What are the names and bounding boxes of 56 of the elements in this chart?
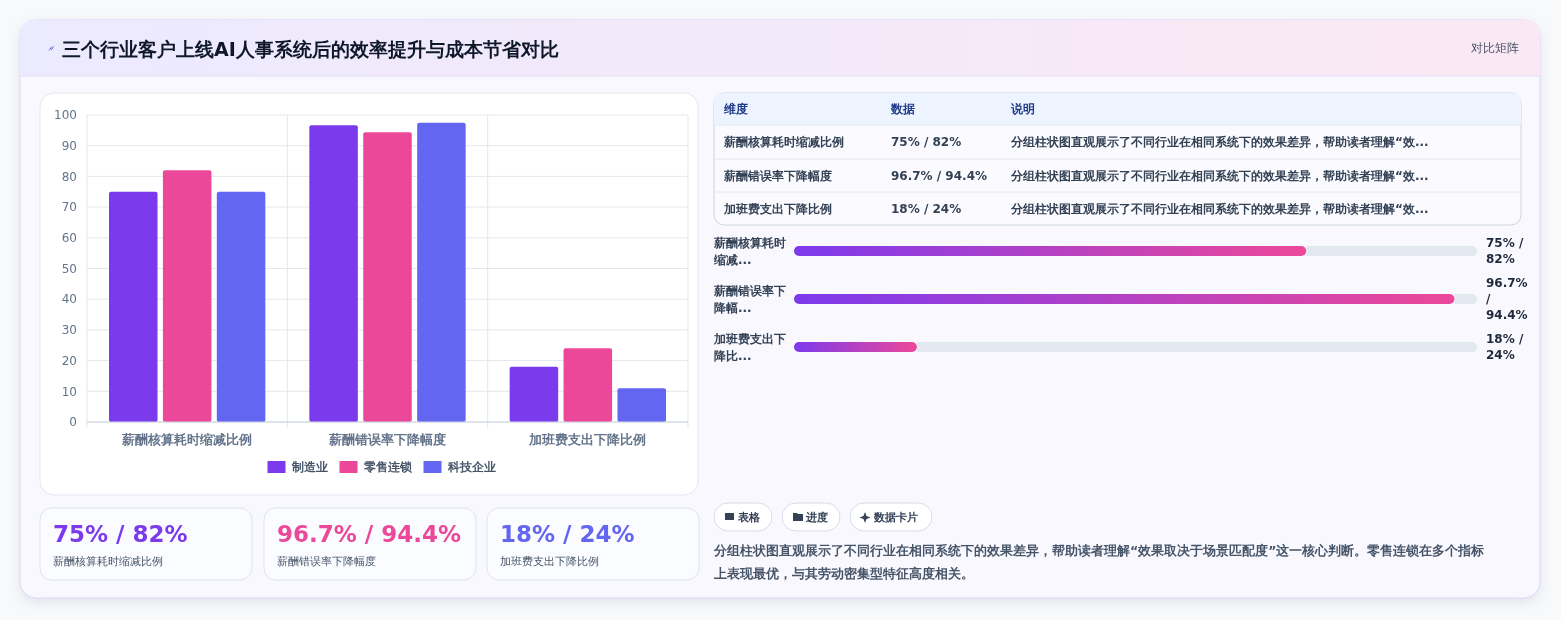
text: 薪酬错误率下降幅度 bbox=[723, 168, 832, 183]
x-tick-label: 加班费支出下降比例 bbox=[528, 432, 647, 447]
bar bbox=[109, 191, 158, 422]
y-tick-label: 70 bbox=[61, 200, 77, 215]
y-tick-label: 薪酬错误率下降幅... bbox=[713, 284, 786, 316]
bar bbox=[216, 191, 266, 422]
text: 说明 bbox=[1010, 102, 1035, 117]
text: 18% / 24% bbox=[891, 201, 962, 216]
text: 进度 bbox=[805, 510, 828, 524]
text: 数据 bbox=[890, 102, 915, 117]
y-tick-label: 50 bbox=[61, 261, 77, 276]
text: 薪酬错误率下降幅度 bbox=[277, 554, 376, 568]
y-tick-label: 40 bbox=[61, 292, 77, 307]
legend-label: 科技企业 bbox=[446, 460, 496, 475]
text: 薪酬核算耗时缩减比例 bbox=[53, 554, 163, 568]
text: 薪酬核算耗时缩减比例 bbox=[723, 135, 844, 150]
legend-label: 零售连锁 bbox=[362, 460, 413, 475]
y-tick-label: 30 bbox=[61, 323, 77, 338]
y-tick-label: 60 bbox=[61, 231, 77, 245]
y-tick-label: 10 bbox=[61, 384, 77, 399]
bar bbox=[309, 125, 358, 422]
x-tick-label: 薪酬核算耗时缩减比例 bbox=[121, 432, 253, 447]
text: 分组柱状图直观展示了不同行业在相同系统下的效果差异，帮助读者理解“效... bbox=[1010, 135, 1429, 150]
bar bbox=[563, 348, 613, 422]
text: 三个行业客户上线AI人事系统后的效率提升与成本节省对比 bbox=[62, 37, 559, 60]
y-tick-label: 加班费支出下降比... bbox=[713, 332, 786, 364]
y-tick-label: 20 bbox=[61, 353, 77, 368]
text: 75% / 82% bbox=[53, 521, 188, 548]
y-tick-label: 90 bbox=[61, 138, 77, 153]
y-tick-label: 薪酬核算耗时缩减... bbox=[713, 236, 786, 268]
text: 维度 bbox=[723, 102, 748, 117]
text: 加班费支出下降比例 bbox=[723, 201, 832, 216]
text: 96.7% / 94.4% bbox=[277, 521, 461, 548]
y-tick-label: 80 bbox=[61, 169, 77, 184]
bar bbox=[363, 132, 412, 422]
text: 分组柱状图直观展示了不同行业在相同系统下的效果差异，帮助读者理解“效... bbox=[1010, 201, 1429, 216]
text: 75% / 82% bbox=[891, 135, 962, 150]
bar bbox=[417, 122, 466, 422]
y-tick-label: 100 bbox=[54, 108, 77, 123]
bar bbox=[617, 388, 666, 422]
x-tick-label: 薪酬错误率下降幅度 bbox=[328, 432, 446, 447]
text: 数据卡片 bbox=[873, 510, 918, 524]
text: 表格 bbox=[737, 510, 761, 524]
legend-label: 制造业 bbox=[290, 460, 328, 475]
data-label: 96.7% / 94.4% bbox=[1486, 276, 1528, 323]
data-label: 75% / 82% bbox=[1486, 236, 1524, 267]
text: 18% / 24% bbox=[500, 521, 635, 548]
bar bbox=[162, 170, 212, 422]
text: 分组柱状图直观展示了不同行业在相同系统下的效果差异，帮助读者理解“效果取决于场景匹配度”这一核心判断。零售连锁在多个指标上表现最优，与其劳动密集型特征高度相关。 bbox=[713, 543, 1485, 582]
y-tick-label: 0 bbox=[69, 415, 77, 430]
text: 分组柱状图直观展示了不同行业在相同系统下的效果差异，帮助读者理解“效... bbox=[1010, 168, 1429, 183]
text: 96.7% / 94.4% bbox=[891, 168, 987, 183]
data-label: 18% / 24% bbox=[1486, 332, 1524, 363]
text: 加班费支出下降比例 bbox=[500, 554, 599, 568]
text: 对比矩阵 bbox=[1471, 41, 1519, 56]
bar bbox=[509, 366, 559, 422]
